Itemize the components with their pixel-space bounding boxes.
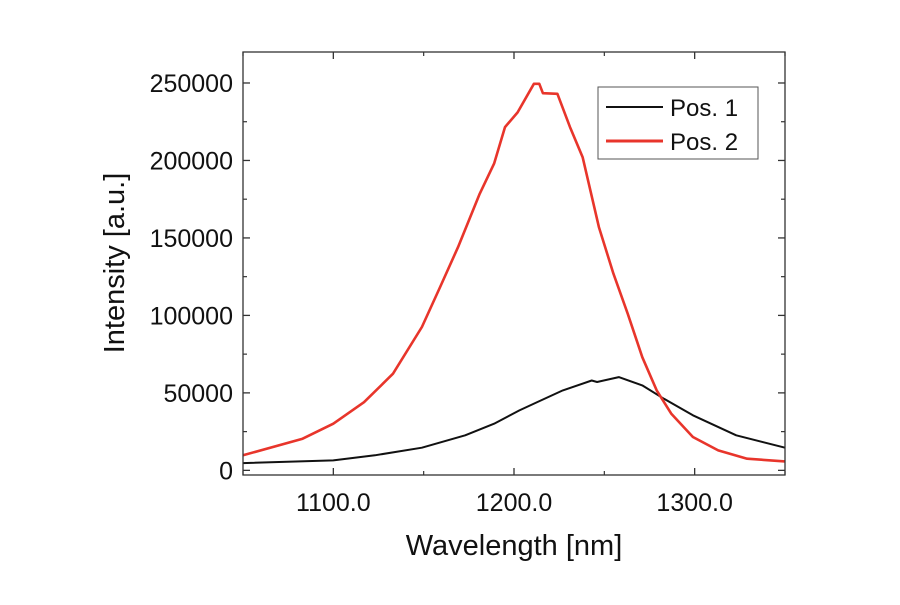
legend-label: Pos. 2 bbox=[670, 129, 738, 156]
x-tick-label: 1200.0 bbox=[476, 489, 552, 517]
y-tick-label: 0 bbox=[219, 457, 233, 485]
y-tick-label: 150000 bbox=[150, 225, 233, 253]
y-tick-label: 200000 bbox=[150, 147, 233, 175]
y-tick-label: 250000 bbox=[150, 70, 233, 98]
series-line-1 bbox=[242, 376, 786, 465]
y-axis-label: Intensity [a.u.] bbox=[99, 173, 131, 354]
legend-box bbox=[597, 86, 759, 160]
legend: Pos. 1 Pos. 2 bbox=[597, 86, 759, 160]
series-line-2 bbox=[242, 82, 786, 463]
x-axis-label: Wavelength [nm] bbox=[406, 530, 623, 562]
x-tick-label: 1300.0 bbox=[656, 489, 732, 517]
legend-label: Pos. 1 bbox=[670, 95, 738, 122]
y-tick-label: 50000 bbox=[163, 380, 233, 408]
x-tick-label: 1100.0 bbox=[296, 489, 371, 517]
y-tick-label: 100000 bbox=[150, 302, 233, 330]
